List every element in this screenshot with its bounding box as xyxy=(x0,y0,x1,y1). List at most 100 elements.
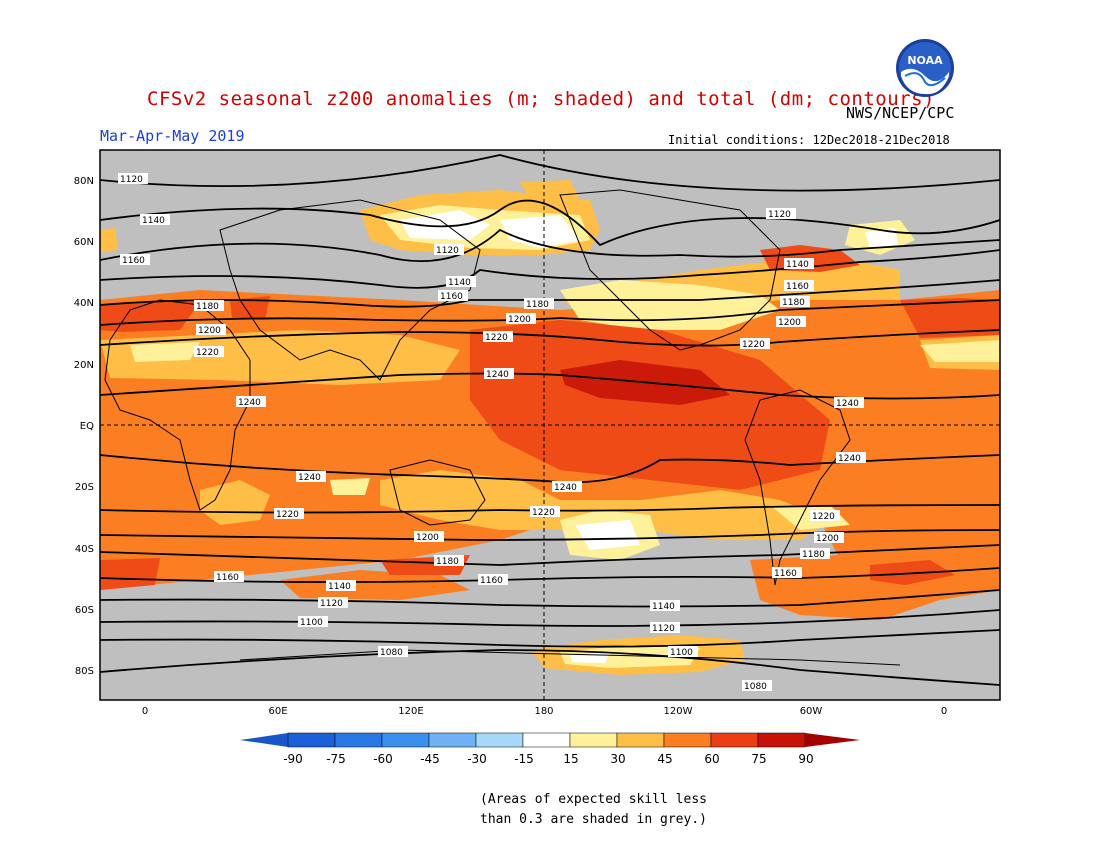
contour-label: 1200 xyxy=(414,531,444,543)
contour-label: 1180 xyxy=(434,555,464,567)
contour-label: 1240 xyxy=(552,481,582,493)
colorbar-swatch xyxy=(710,732,759,748)
contour-label: 1080 xyxy=(378,646,408,658)
lon-label: 120E xyxy=(398,706,423,717)
contour-labels: 1120 1120 1120 1140 1140 1140 1160 1160 … xyxy=(118,173,866,692)
contour-label: 1120 xyxy=(766,208,796,220)
contour-label: 1220 xyxy=(483,331,513,343)
svg-text:1220: 1220 xyxy=(485,333,508,343)
colorbar-tick: 15 xyxy=(563,752,578,766)
contour-label: 1220 xyxy=(530,506,560,518)
svg-text:1200: 1200 xyxy=(816,534,839,544)
svg-text:1240: 1240 xyxy=(238,398,261,408)
colorbar-ticks: -90 -75 -60 -45 -30 -15 15 30 45 60 75 9… xyxy=(283,752,813,766)
lat-label: 40N xyxy=(74,298,94,309)
contour-label: 1160 xyxy=(784,280,814,292)
svg-text:1200: 1200 xyxy=(508,315,531,325)
contour-label: 1240 xyxy=(296,471,326,483)
svg-text:1220: 1220 xyxy=(196,348,219,358)
contour-label: 1220 xyxy=(810,510,840,522)
svg-text:1180: 1180 xyxy=(782,298,805,308)
contour-label: 1140 xyxy=(784,258,814,270)
contour-label: 1120 xyxy=(318,597,348,609)
colorbar xyxy=(240,732,860,748)
contour-label: 1200 xyxy=(196,324,226,336)
contour-label: 1160 xyxy=(214,571,244,583)
colorbar-swatch xyxy=(334,732,383,748)
contour-label: 1240 xyxy=(834,397,864,409)
lon-label: 60E xyxy=(268,706,287,717)
contour-label: 1140 xyxy=(140,214,170,226)
contour-label: 1140 xyxy=(650,600,680,612)
svg-text:1080: 1080 xyxy=(380,648,403,658)
svg-text:1240: 1240 xyxy=(298,473,321,483)
svg-text:1080: 1080 xyxy=(744,682,767,692)
colorbar-swatch xyxy=(569,732,618,748)
lon-label: 120W xyxy=(664,706,693,717)
svg-text:1160: 1160 xyxy=(786,282,809,292)
svg-text:1120: 1120 xyxy=(652,624,675,634)
contour-label: 1180 xyxy=(780,296,810,308)
colorbar-tick: -60 xyxy=(373,752,393,766)
lat-label: 20S xyxy=(75,482,94,493)
svg-text:1200: 1200 xyxy=(778,318,801,328)
organization-label: NWS/NCEP/CPC xyxy=(846,104,955,122)
contour-label: 1240 xyxy=(484,368,514,380)
colorbar-tick: -15 xyxy=(514,752,534,766)
lon-label: 180 xyxy=(534,706,553,717)
footnote-line-2: than 0.3 are shaded in grey.) xyxy=(480,812,707,827)
lon-label: 60W xyxy=(800,706,823,717)
svg-text:1220: 1220 xyxy=(276,510,299,520)
svg-text:1120: 1120 xyxy=(120,175,143,185)
colorbar-swatch xyxy=(428,732,477,748)
lat-label: 60N xyxy=(74,237,94,248)
colorbar-tick: -45 xyxy=(420,752,440,766)
svg-text:NOAA: NOAA xyxy=(907,54,943,67)
lat-label: 80N xyxy=(74,176,94,187)
colorbar-swatch xyxy=(475,732,524,748)
colorbar-tick: 45 xyxy=(657,752,672,766)
svg-text:1180: 1180 xyxy=(802,550,825,560)
svg-text:1120: 1120 xyxy=(320,599,343,609)
colorbar-swatch xyxy=(287,732,336,748)
colorbar-tick: 90 xyxy=(798,752,813,766)
contour-label: 1200 xyxy=(814,532,844,544)
colorbar-tick: -75 xyxy=(326,752,346,766)
lat-label: 40S xyxy=(75,544,94,555)
svg-text:1180: 1180 xyxy=(436,557,459,567)
colorbar-tick: -90 xyxy=(283,752,303,766)
skill-footnote: (Areas of expected skill less than 0.3 a… xyxy=(480,790,707,830)
svg-text:1200: 1200 xyxy=(416,533,439,543)
svg-text:1100: 1100 xyxy=(670,648,693,658)
initial-conditions: Initial conditions: 12Dec2018-21Dec2018 xyxy=(668,133,950,147)
contour-label: 1120 xyxy=(118,173,148,185)
svg-text:1140: 1140 xyxy=(652,602,675,612)
contour-label: 1180 xyxy=(800,548,830,560)
contour-label: 1140 xyxy=(326,580,356,592)
svg-text:1120: 1120 xyxy=(768,210,791,220)
contour-label: 1160 xyxy=(772,567,802,579)
lat-label: 80S xyxy=(75,666,94,677)
svg-text:1140: 1140 xyxy=(786,260,809,270)
forecast-period: Mar-Apr-May 2019 xyxy=(100,127,245,145)
svg-text:1240: 1240 xyxy=(554,483,577,493)
svg-text:1160: 1160 xyxy=(122,256,145,266)
lon-label: 0 xyxy=(142,706,148,717)
chart-title: CFSv2 seasonal z200 anomalies (m; shaded… xyxy=(147,88,935,110)
svg-text:1220: 1220 xyxy=(742,340,765,350)
lat-label: 20N xyxy=(74,360,94,371)
svg-text:1220: 1220 xyxy=(532,508,555,518)
lon-label: 0 xyxy=(941,706,947,717)
contour-label: 1220 xyxy=(740,338,770,350)
contour-label: 1080 xyxy=(742,680,772,692)
svg-text:1160: 1160 xyxy=(774,569,797,579)
svg-text:1180: 1180 xyxy=(196,302,219,312)
contour-label: 1160 xyxy=(478,574,508,586)
svg-text:1140: 1140 xyxy=(328,582,351,592)
svg-text:1120: 1120 xyxy=(436,246,459,256)
svg-text:1160: 1160 xyxy=(480,576,503,586)
longitude-axis: 0 60E 120E 180 120W 60W 0 xyxy=(142,706,947,717)
footnote-line-1: (Areas of expected skill less xyxy=(480,792,707,807)
svg-text:1140: 1140 xyxy=(448,278,471,288)
